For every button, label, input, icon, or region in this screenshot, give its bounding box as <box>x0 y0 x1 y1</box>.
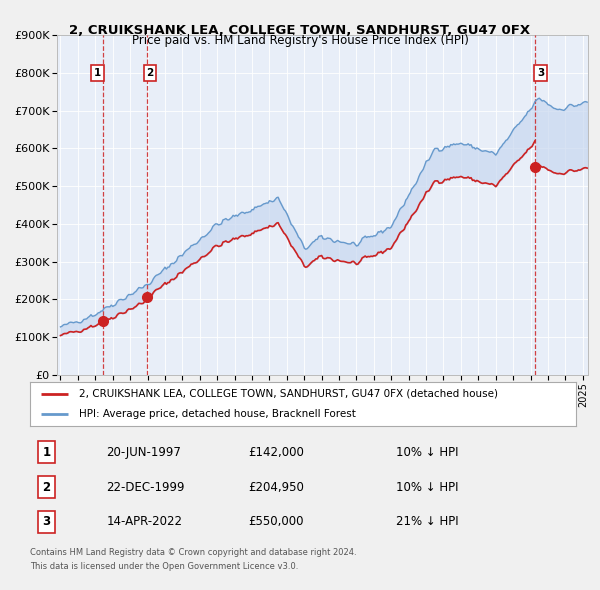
Text: Contains HM Land Registry data © Crown copyright and database right 2024.: Contains HM Land Registry data © Crown c… <box>30 548 356 556</box>
Text: This data is licensed under the Open Government Licence v3.0.: This data is licensed under the Open Gov… <box>30 562 298 571</box>
Text: 10% ↓ HPI: 10% ↓ HPI <box>396 480 458 494</box>
Text: HPI: Average price, detached house, Bracknell Forest: HPI: Average price, detached house, Brac… <box>79 409 356 419</box>
Text: 22-DEC-1999: 22-DEC-1999 <box>106 480 185 494</box>
Text: 1: 1 <box>94 68 101 78</box>
Text: 20-JUN-1997: 20-JUN-1997 <box>106 445 181 458</box>
Text: 3: 3 <box>43 516 50 529</box>
Text: 3: 3 <box>537 68 544 78</box>
Text: £204,950: £204,950 <box>248 480 304 494</box>
Text: 2: 2 <box>146 68 154 78</box>
Text: Price paid vs. HM Land Registry's House Price Index (HPI): Price paid vs. HM Land Registry's House … <box>131 34 469 47</box>
Text: 2, CRUIKSHANK LEA, COLLEGE TOWN, SANDHURST, GU47 0FX (detached house): 2, CRUIKSHANK LEA, COLLEGE TOWN, SANDHUR… <box>79 389 498 399</box>
Text: 2: 2 <box>43 480 50 494</box>
Text: £550,000: £550,000 <box>248 516 304 529</box>
Text: 1: 1 <box>43 445 50 458</box>
Text: 10% ↓ HPI: 10% ↓ HPI <box>396 445 458 458</box>
Text: £142,000: £142,000 <box>248 445 304 458</box>
Text: 14-APR-2022: 14-APR-2022 <box>106 516 182 529</box>
Text: 2, CRUIKSHANK LEA, COLLEGE TOWN, SANDHURST, GU47 0FX: 2, CRUIKSHANK LEA, COLLEGE TOWN, SANDHUR… <box>70 24 530 37</box>
Text: 21% ↓ HPI: 21% ↓ HPI <box>396 516 458 529</box>
